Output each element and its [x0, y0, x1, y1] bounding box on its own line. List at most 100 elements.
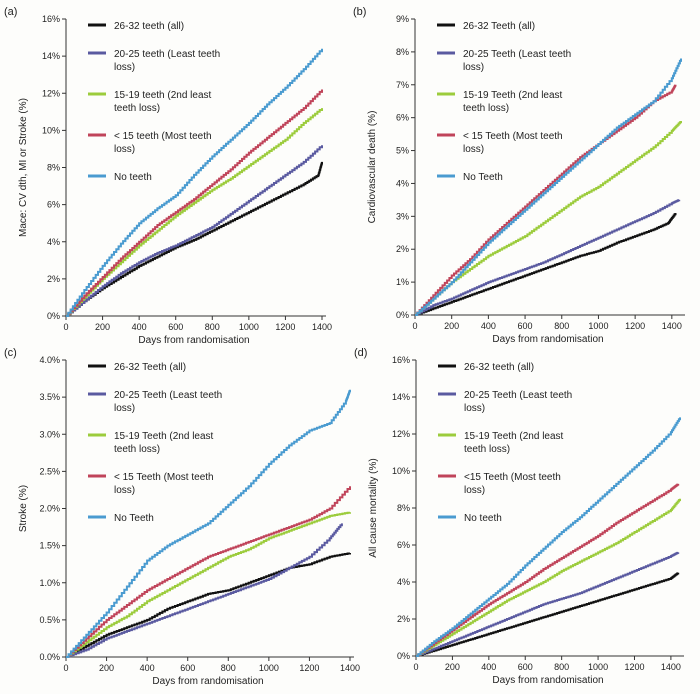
- x-tick-label: 1400: [661, 662, 681, 672]
- y-tick-label: 6%: [396, 113, 409, 123]
- y-tick-label: 8%: [396, 47, 409, 57]
- x-tick-label: 0: [63, 322, 68, 332]
- y-tick-label: 0%: [397, 651, 410, 661]
- x-tick-label: 400: [132, 322, 147, 332]
- x-tick-label: 1000: [239, 322, 259, 332]
- y-tick-label: 9%: [396, 14, 409, 24]
- y-tick-label: 0%: [396, 310, 409, 320]
- panel-label: (a): [4, 6, 17, 18]
- y-tick-label: 16%: [42, 14, 60, 24]
- chart-panel-d: (d) 0% 2% 4% 6% 8% 10% 12% 14% 16% 0 200 400 600 800 10…: [354, 347, 684, 686]
- x-tick-label: 800: [205, 322, 220, 332]
- x-tick-label: 1000: [259, 663, 279, 673]
- y-tick-label: 8%: [397, 503, 410, 513]
- series-line-2: [415, 199, 681, 316]
- y-tick-label: 6%: [47, 200, 60, 210]
- legend-label: teeth loss): [463, 103, 509, 114]
- legend-label: 26-32 Teeth (all): [463, 21, 535, 32]
- x-axis-title: Days from randomisation: [138, 335, 249, 346]
- legend-label: loss): [114, 485, 135, 496]
- legend-label: No Teeth: [114, 513, 154, 524]
- x-tick-label: 1200: [275, 322, 295, 332]
- legend-label: loss): [463, 144, 484, 155]
- x-tick-label: 1200: [299, 663, 319, 673]
- y-tick-label: 4%: [397, 577, 410, 587]
- series-line-5: [66, 48, 323, 317]
- y-tick-label: 10%: [42, 125, 60, 135]
- y-tick-label: 10%: [392, 466, 410, 476]
- legend-label: < 15 Teeth (Most teeth: [114, 472, 214, 483]
- y-axis-title: All cause mortality (%): [368, 458, 379, 557]
- series-line-1: [66, 552, 351, 658]
- x-tick-label: 200: [444, 321, 459, 331]
- x-tick-label: 200: [95, 322, 110, 332]
- series-line-5: [415, 58, 682, 316]
- chart-panel-c: (c) 0.0% 0.5% 1.0% 1.5% 2.0% 2.5% 3.0% 3.5% 4.0% 0…: [4, 347, 360, 687]
- y-tick-label: 4.0%: [39, 355, 60, 365]
- series-line-2: [66, 145, 323, 317]
- y-tick-label: 3.0%: [39, 429, 60, 439]
- y-tick-label: 14%: [392, 392, 410, 402]
- x-axis-title: Days from randomisation: [152, 676, 263, 687]
- panel-label: (b): [353, 6, 366, 18]
- y-axis-title: Mace: CV dth, MI or Stroke (%): [18, 98, 29, 237]
- legend-label: 26-32 teeth (all): [464, 362, 534, 373]
- y-tick-label: 1.5%: [39, 541, 60, 551]
- x-tick-label: 200: [445, 662, 460, 672]
- legend-label: No Teeth: [463, 172, 503, 183]
- legend-label: 20-25 Teeth (Least teeth: [464, 390, 572, 401]
- x-tick-label: 1400: [662, 321, 682, 331]
- legend-label: 15-19 Teeth (2nd least: [114, 431, 214, 442]
- chart-panel-a: (a) 0% 2% 4% 6% 8% 10% 12% 14% 16% 0 200 400 600 800 10…: [4, 6, 332, 346]
- series-line-1: [66, 161, 323, 317]
- series-line-3: [416, 498, 681, 657]
- x-tick-label: 600: [168, 322, 183, 332]
- y-tick-label: 0.0%: [39, 652, 60, 662]
- legend-label: loss): [464, 403, 485, 414]
- x-axis-title: Days from randomisation: [492, 675, 603, 686]
- x-tick-label: 600: [518, 662, 533, 672]
- y-tick-label: 6%: [397, 540, 410, 550]
- y-tick-label: 3.5%: [39, 392, 60, 402]
- legend-label: No teeth: [114, 172, 152, 183]
- x-tick-label: 600: [518, 321, 533, 331]
- y-tick-label: 2%: [47, 274, 60, 284]
- y-tick-label: 4%: [396, 178, 409, 188]
- y-tick-label: 0%: [47, 311, 60, 321]
- legend-label: loss): [114, 403, 135, 414]
- y-tick-label: 2.0%: [39, 504, 60, 514]
- x-tick-label: 800: [221, 663, 236, 673]
- series-line-5: [416, 417, 681, 657]
- x-tick-label: 200: [99, 663, 114, 673]
- x-tick-label: 400: [140, 663, 155, 673]
- y-tick-label: 5%: [396, 146, 409, 156]
- y-axis-title: Stroke (%): [18, 485, 29, 532]
- legend-label: loss): [114, 62, 135, 73]
- x-tick-label: 400: [481, 321, 496, 331]
- y-tick-label: 2%: [397, 614, 410, 624]
- legend-label: 15-19 Teeth (2nd least: [463, 90, 563, 101]
- legend-label: < 15 teeth (Most teeth: [114, 131, 212, 142]
- series-line-2: [416, 551, 680, 657]
- y-tick-label: 14%: [42, 51, 60, 61]
- y-tick-label: 12%: [42, 88, 60, 98]
- x-tick-label: 1000: [588, 662, 608, 672]
- series-line-2: [66, 523, 343, 658]
- y-tick-label: 1.0%: [39, 578, 60, 588]
- legend-label: 26-32 Teeth (all): [114, 362, 186, 373]
- legend-label: < 15 Teeth (Most teeth: [463, 131, 563, 142]
- panel-label: (d): [354, 347, 367, 359]
- x-tick-label: 1000: [588, 321, 608, 331]
- series-line-1: [415, 213, 677, 316]
- panel-label: (c): [4, 347, 17, 359]
- y-tick-label: 2.5%: [39, 466, 60, 476]
- y-tick-label: 0.5%: [39, 615, 60, 625]
- series-line-4: [66, 486, 351, 658]
- legend-label: teeth loss): [464, 444, 510, 455]
- x-tick-label: 0: [413, 662, 418, 672]
- series-line-5: [66, 389, 351, 658]
- chart-panel-b: (b) 0% 1% 2% 3% 4% 5% 6% 7% 8% 9% 0 200 400 600 800 1000…: [353, 6, 685, 345]
- y-tick-label: 7%: [396, 80, 409, 90]
